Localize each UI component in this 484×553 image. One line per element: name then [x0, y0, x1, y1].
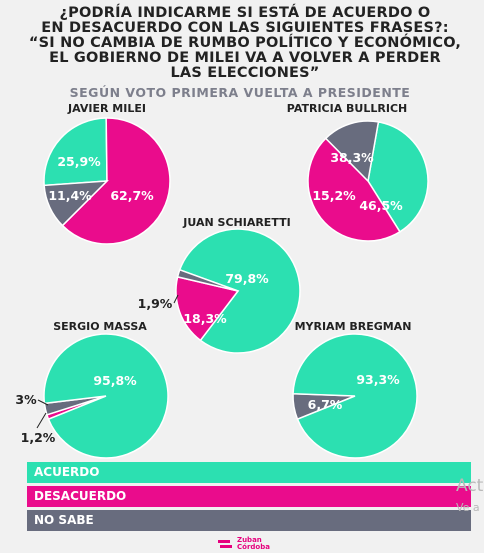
logo-line: Córdoba: [237, 543, 270, 551]
title-line: EL GOBIERNO DE MILEI VA A VOLVER A PERDE…: [49, 50, 441, 66]
logo-icon: [218, 540, 232, 548]
data-label: 18,3%: [183, 311, 227, 326]
brand-logo: Zuban Córdoba: [218, 537, 270, 551]
logo-line: Zuban: [237, 536, 262, 544]
pie-name: PATRICIA BULLRICH: [287, 102, 407, 115]
legend-no-sabe: NO SABE: [27, 510, 471, 531]
legend: ACUERDO DESACUERDO NO SABE: [27, 462, 471, 534]
legend-desacuerdo: DESACUERDO: [27, 486, 471, 507]
pie-slice-acuerdo: [43, 333, 169, 459]
leader-line: [37, 399, 49, 406]
leader-line: [173, 294, 179, 304]
title-line: ¿PODRÍA INDICARME SI ESTÁ DE ACUERDO O: [59, 5, 431, 21]
leader-line: [36, 412, 47, 429]
data-label: 79,8%: [225, 271, 269, 286]
pie-slice-desacuerdo: [175, 275, 240, 342]
activation-watermark-sub: Ve a: [456, 501, 480, 514]
data-label: 46,5%: [359, 198, 403, 213]
pie-name: JUAN SCHIARETTI: [182, 216, 290, 229]
pie-name: SERGIO MASSA: [53, 320, 147, 333]
pie-slice-no-sabe: [324, 120, 380, 183]
pie-slice-desacuerdo: [307, 137, 401, 242]
activation-watermark: Act: [456, 476, 484, 496]
pie-slice-acuerdo: [178, 228, 301, 354]
data-label: 25,9%: [57, 154, 101, 169]
title-line: “SI NO CAMBIA DE RUMBO POLÍTICO Y ECONÓM…: [28, 35, 462, 51]
data-label: 95,8%: [93, 373, 137, 388]
title-line: EN DESACUERDO CON LAS SIGUIENTES FRASES?…: [41, 20, 449, 36]
data-label: 62,7%: [110, 188, 154, 203]
data-label: 93,3%: [356, 372, 400, 387]
pie-slice-desacuerdo: [61, 117, 171, 245]
pie-slice-no-sabe: [176, 268, 239, 292]
legend-acuerdo: ACUERDO: [27, 462, 471, 483]
pie-name: MYRIAM BREGMAN: [295, 320, 412, 333]
data-label: 1,2%: [21, 430, 56, 445]
pie-name: JAVIER MILEI: [67, 102, 146, 115]
data-label: 15,2%: [312, 188, 356, 203]
data-label: 3%: [15, 392, 37, 407]
chart-subtitle: SEGÚN VOTO PRIMERA VUELTA A PRESIDENTE: [69, 85, 411, 100]
pie-slice-acuerdo: [43, 117, 108, 187]
pie-slice-no-sabe: [43, 180, 109, 227]
pie-slice-acuerdo: [292, 333, 418, 459]
chart-title: ¿PODRÍA INDICARME SI ESTÁ DE ACUERDO O E…: [20, 6, 470, 81]
data-label: 11,4%: [48, 188, 92, 203]
title-line: LAS ELECCIONES”: [170, 65, 320, 81]
data-label: 1,9%: [138, 296, 173, 311]
data-label: 38,3%: [330, 150, 374, 165]
data-label: 6,7%: [308, 397, 343, 412]
